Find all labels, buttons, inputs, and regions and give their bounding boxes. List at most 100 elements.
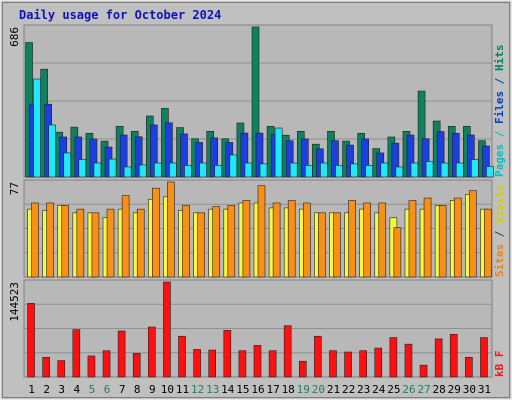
y-axis-max-label: 686 (8, 27, 21, 47)
bar-pages-30 (471, 159, 479, 178)
legend-item: Hits (493, 45, 506, 72)
x-tick-label: 11 (176, 383, 189, 396)
bar-pages-25 (395, 166, 404, 178)
bar-pages-15 (244, 162, 253, 178)
bar-files-4 (74, 136, 83, 178)
bar-sites-28 (438, 205, 447, 278)
x-tick-label: 12 (191, 383, 204, 396)
bar-sites-29 (453, 197, 462, 278)
bar-kb-f-20 (314, 335, 322, 378)
x-tick-label: 30 (463, 383, 476, 396)
x-tick-label: 28 (433, 383, 446, 396)
x-tick-label: 2 (43, 383, 50, 396)
x-tick-label: 16 (251, 383, 264, 396)
x-tick-label: 6 (104, 383, 111, 396)
bar-pages-20 (320, 162, 328, 178)
bar-kb-f-15 (238, 350, 247, 378)
bar-sites-30 (469, 190, 477, 278)
bar-pages-29 (455, 162, 464, 178)
bar-sites-7 (121, 195, 130, 278)
bar-sites-3 (61, 205, 70, 278)
bar-pages-2 (48, 124, 56, 178)
bar-kb-f-26 (404, 343, 413, 378)
bar-sites-4 (76, 208, 85, 278)
x-tick-label: 23 (357, 383, 370, 396)
bar-sites-23 (363, 202, 371, 278)
bar-pages-5 (93, 162, 102, 178)
bar-kb-f-24 (374, 347, 383, 378)
bar-files-18 (285, 140, 294, 178)
x-tick-label: 19 (297, 383, 310, 396)
bar-kb-f-11 (178, 335, 186, 378)
bar-kb-f-19 (298, 360, 307, 378)
bar-files-11 (180, 133, 188, 178)
bar-files-30 (467, 134, 475, 178)
x-tick-label: 10 (161, 383, 174, 396)
bar-sites-8 (136, 208, 145, 278)
x-tick-label: 13 (206, 383, 219, 396)
bar-pages-1 (33, 78, 41, 178)
x-tick-label: 29 (448, 383, 461, 396)
bar-sites-26 (408, 200, 417, 278)
bar-hits-27 (417, 90, 426, 178)
bar-sites-10 (167, 181, 175, 278)
bar-sites-17 (272, 202, 281, 278)
legend-sites-visits: Sites / Visits (493, 184, 506, 277)
bar-files-31 (482, 145, 490, 178)
x-tick-label: 21 (327, 383, 340, 396)
bar-files-12 (195, 142, 203, 178)
bar-files-27 (421, 138, 430, 178)
bar-sites-1 (31, 202, 39, 278)
bar-sites-6 (106, 208, 115, 278)
bar-kb-f-1 (27, 303, 35, 378)
bar-pages-11 (184, 165, 192, 178)
legend-item: Pages / (493, 124, 506, 177)
y-axis-max-label: 77 (8, 182, 21, 195)
chart-panels: 686 Pages / Files / Hits 77 Sites / Visits… (8, 24, 506, 378)
legend-kbf: kB F (493, 351, 506, 378)
bar-kb-f-12 (193, 349, 201, 378)
x-tick-label: 9 (149, 383, 156, 396)
bar-pages-19 (304, 165, 313, 178)
bar-files-25 (391, 142, 400, 178)
bar-pages-27 (425, 161, 434, 178)
bar-kb-f-28 (434, 338, 443, 378)
bar-sites-2 (46, 202, 54, 278)
bar-sites-15 (242, 200, 251, 278)
x-tick-label: 1 (28, 383, 35, 396)
bar-pages-22 (350, 163, 358, 178)
legend-pages-files-hits: Pages / Files / Hits (493, 45, 506, 177)
bar-pages-23 (365, 165, 373, 178)
legend-item: Sites (493, 237, 506, 277)
bar-sites-16 (257, 185, 266, 278)
bar-files-15 (240, 132, 249, 178)
x-tick-label: 15 (236, 383, 249, 396)
bar-sites-25 (393, 227, 402, 278)
bar-kb-f-23 (359, 350, 367, 378)
bar-sites-14 (227, 205, 236, 278)
bar-sites-18 (287, 200, 296, 278)
bar-kb-f-16 (253, 345, 262, 378)
bar-pages-28 (440, 162, 449, 178)
bar-kb-f-31 (480, 337, 488, 378)
bar-hits-16 (251, 26, 260, 178)
x-tick-label: 14 (221, 383, 235, 396)
bar-sites-31 (484, 208, 492, 278)
bar-pages-4 (78, 159, 87, 178)
x-tick-label: 22 (342, 383, 355, 396)
bar-kb-f-21 (329, 350, 337, 378)
bar-sites-22 (348, 200, 356, 278)
x-tick-label: 27 (417, 383, 430, 396)
x-tick-label: 20 (312, 383, 325, 396)
panel-sites-visits: 77 Sites / Visits (8, 179, 506, 278)
bar-files-21 (331, 140, 339, 178)
x-tick-label: 3 (58, 383, 65, 396)
bar-pages-8 (138, 164, 147, 178)
bar-kb-f-2 (42, 356, 50, 378)
bar-pages-31 (486, 166, 494, 178)
bar-files-10 (165, 122, 173, 178)
bar-kb-f-30 (465, 356, 473, 378)
bar-kb-f-22 (344, 351, 352, 378)
x-tick-label: 24 (372, 383, 386, 396)
